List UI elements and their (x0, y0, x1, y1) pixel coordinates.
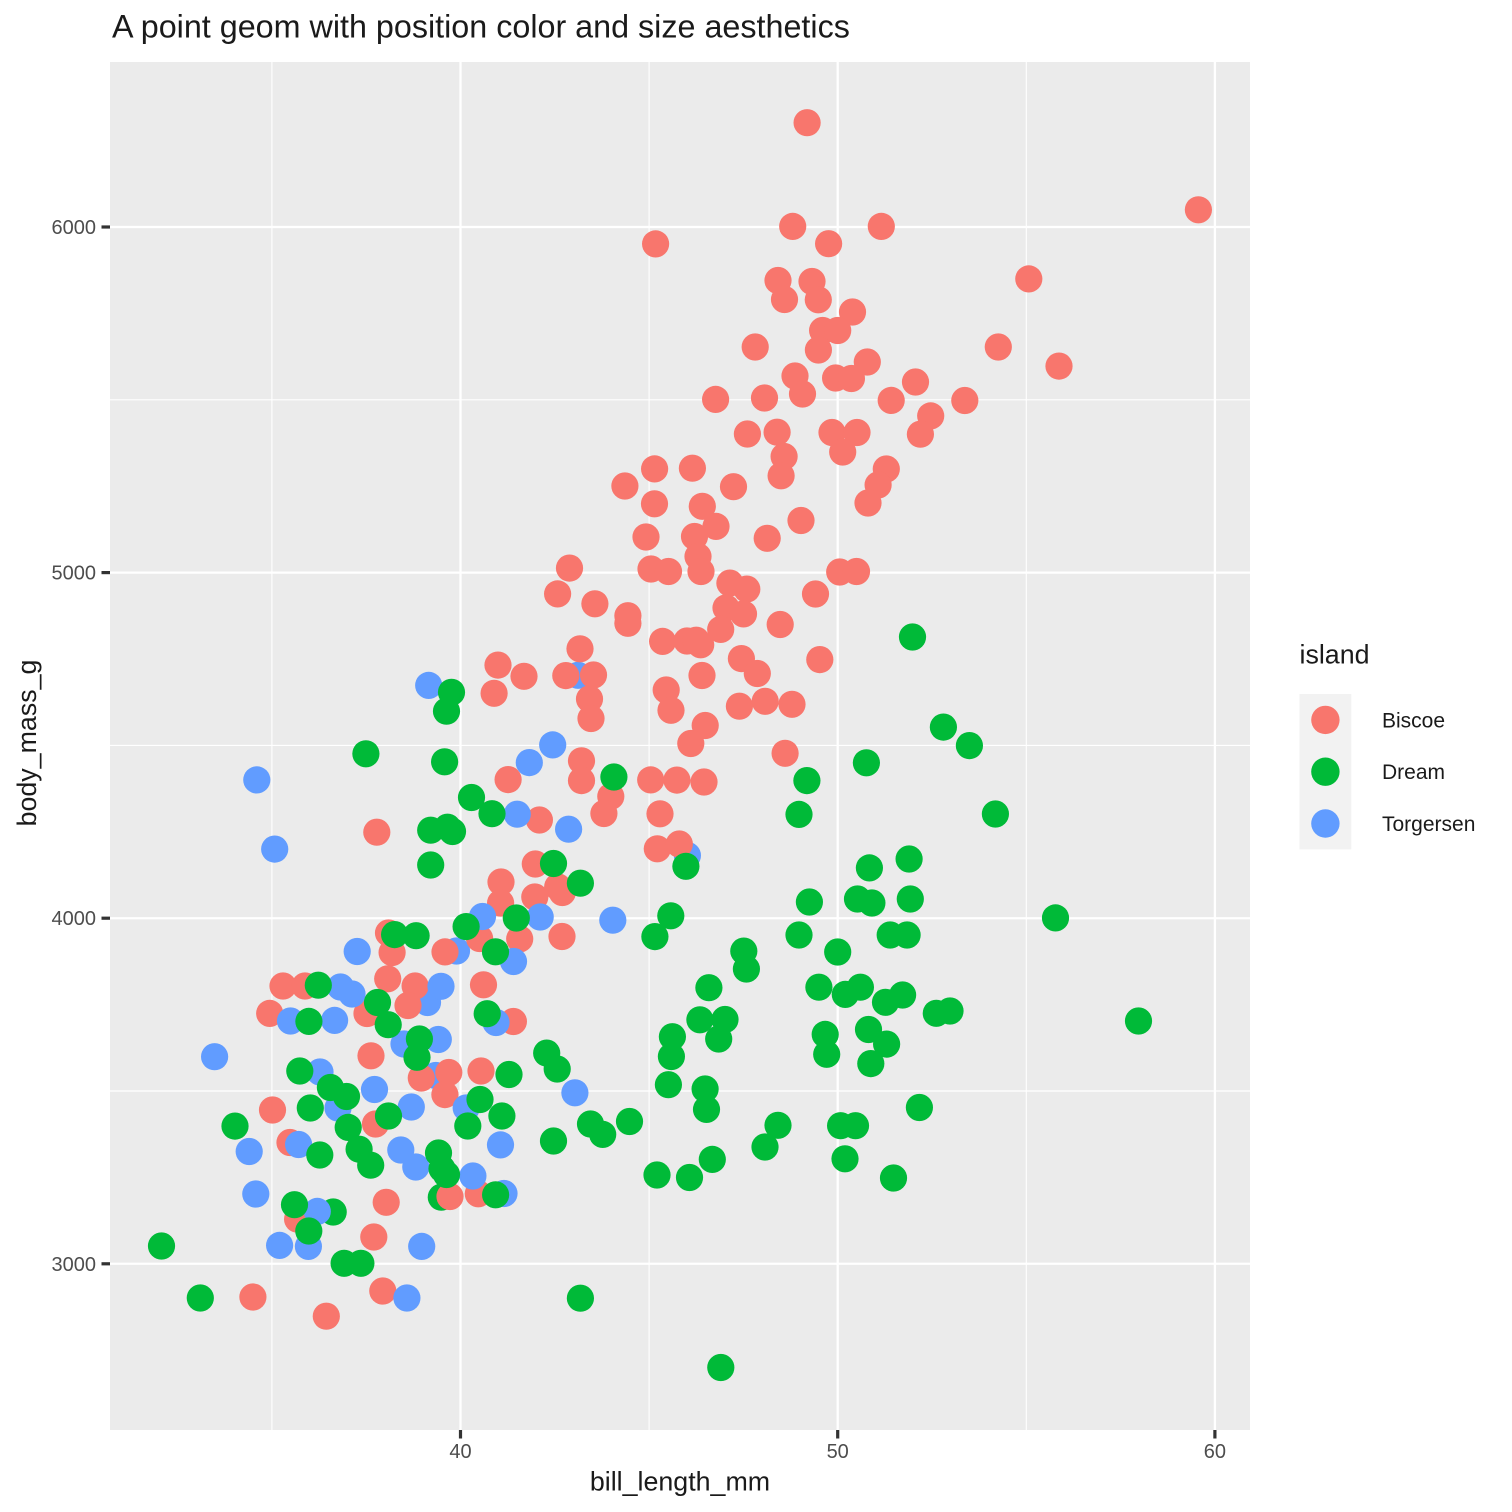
svg-text:bill_length_mm: bill_length_mm (590, 1467, 770, 1497)
svg-text:Torgersen: Torgersen (1382, 813, 1475, 836)
svg-text:Dream: Dream (1382, 761, 1445, 784)
svg-text:5000: 5000 (52, 563, 97, 585)
svg-text:50: 50 (827, 1441, 849, 1463)
svg-text:40: 40 (449, 1441, 471, 1463)
svg-text:Biscoe: Biscoe (1382, 709, 1445, 732)
svg-text:body_mass_g: body_mass_g (12, 660, 42, 827)
svg-text:60: 60 (1204, 1441, 1226, 1463)
svg-text:6000: 6000 (52, 217, 97, 239)
svg-text:3000: 3000 (52, 1254, 97, 1276)
svg-text:4000: 4000 (52, 908, 97, 930)
svg-text:island: island (1300, 640, 1370, 670)
svg-text:A point geom with position col: A point geom with position color and siz… (112, 9, 850, 45)
